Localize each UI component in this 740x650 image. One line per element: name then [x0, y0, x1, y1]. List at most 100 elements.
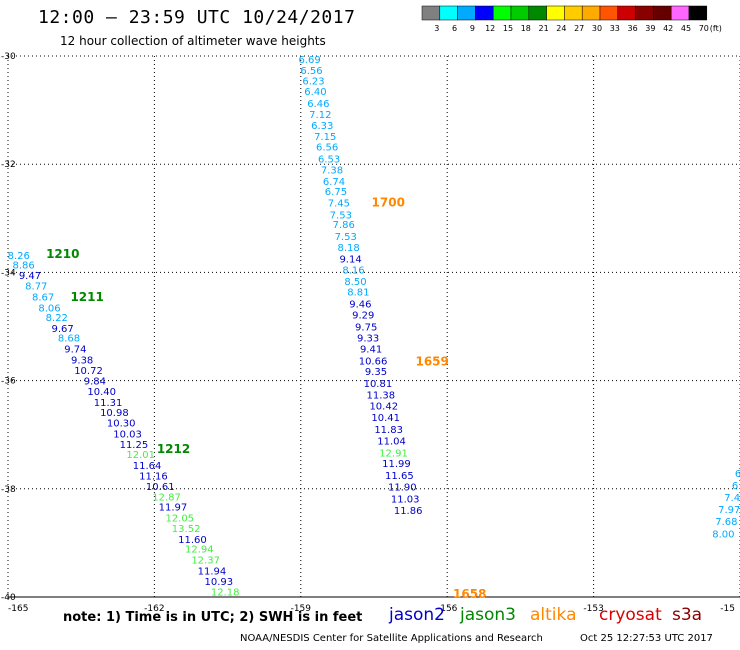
legend-jason2: jason2	[389, 605, 445, 625]
x-tick-label: -15	[720, 604, 735, 614]
colorbar-swatch	[421, 5, 441, 21]
wave-height-label-jason2: 11.99	[382, 459, 411, 470]
wave-height-label-jason3: 9.47	[19, 271, 41, 282]
wave-height-label-jason2: 11.03	[391, 494, 420, 505]
wave-height-label-jason3: 12.37	[191, 555, 220, 566]
y-tick-label: -34	[1, 268, 16, 278]
wave-height-label-jason2: 7.53	[335, 232, 357, 243]
note-text: note: 1) Time is in UTC; 2) SWH is in fe…	[63, 610, 363, 625]
wave-height-label-jason3: 9.74	[64, 344, 86, 355]
axes: -165 -162 -159 -156 -153 -15 -30 -32 -34 -36 -38 -4…	[1, 52, 740, 614]
time-label: 1659	[415, 354, 448, 368]
wave-height-label-altika: 6	[735, 469, 740, 480]
x-tick-label: -153	[583, 604, 603, 614]
y-tick-label: -32	[1, 160, 16, 170]
wave-height-label-jason2: 8.16	[342, 265, 364, 276]
colorbar-swatch	[581, 5, 601, 21]
colorbar-label: 70	[699, 24, 709, 33]
wave-height-label-jason2: 6.75	[325, 187, 347, 198]
wave-height-label-jason2: 6.74	[323, 177, 345, 188]
wave-height-label-jason3: 12.05	[165, 513, 194, 524]
colorbar-swatch	[439, 5, 458, 21]
colorbar-swatch	[670, 5, 690, 21]
wave-height-label-jason2: 9.33	[357, 334, 379, 345]
wave-height-label-jason3: 10.98	[100, 408, 129, 419]
wave-height-label-jason2: 9.14	[339, 255, 361, 266]
wave-height-label-jason3: 9.38	[71, 355, 93, 366]
wave-height-label-jason2: 9.41	[360, 344, 382, 355]
wave-height-label-jason2: 8.50	[344, 277, 366, 288]
wave-height-label-jason2: 10.42	[369, 401, 398, 412]
colorbar-label: 30	[592, 24, 602, 33]
wave-height-label-jason2: 8.81	[347, 288, 369, 299]
wave-height-label-jason2: 9.75	[355, 322, 377, 333]
colorbar-label: 27	[574, 24, 584, 33]
y-tick-label: -36	[1, 377, 16, 387]
wave-height-label-jason3: 8.68	[58, 334, 80, 345]
x-tick-label: -162	[144, 604, 164, 614]
wave-height-label-jason3: 8.77	[25, 282, 47, 293]
wave-height-label-jason2: 11.65	[385, 471, 414, 482]
wave-height-label-jason2: 9.29	[352, 310, 374, 321]
colorbar-label: 9	[470, 24, 475, 33]
footer-agency: NOAA/NESDIS Center for Satellite Applica…	[240, 633, 543, 644]
wave-height-label-jason2: 6.46	[307, 99, 329, 110]
wave-height-label-jason3: 9.84	[84, 376, 106, 387]
legend-s3a: s3a	[672, 605, 703, 625]
y-tick-label: -40	[1, 593, 16, 603]
wave-height-label-jason2: 6.33	[311, 121, 333, 132]
wave-height-label-jason2: 7.86	[333, 220, 355, 231]
colorbar-swatch	[475, 5, 494, 21]
wave-height-label-jason2: 10.81	[364, 379, 393, 390]
wave-height-label-jason3: 10.40	[87, 387, 116, 398]
wave-height-label-jason2: 6.69	[298, 55, 320, 66]
wave-height-label-jason3: 10.61	[146, 482, 175, 493]
time-label: 1700	[372, 195, 405, 209]
wave-height-label-altika: 7.68	[715, 517, 737, 528]
wave-height-label-jason2: 9.46	[349, 300, 371, 311]
legend-cryosat: cryosat	[599, 605, 662, 625]
wave-height-label-jason3: 11.16	[139, 472, 168, 483]
legend-jason3: jason3	[460, 605, 516, 625]
wave-height-label-altika: 6	[732, 481, 738, 492]
wave-height-label-jason3: 10.03	[113, 429, 142, 440]
colorbar-swatch	[510, 5, 530, 21]
wave-height-label-jason2: 6.56	[300, 66, 322, 77]
wave-height-label-jason2: 12.91	[379, 448, 408, 459]
chart-subtitle: 12 hour collection of altimeter wave hei…	[60, 34, 326, 48]
colorbar-label: 42	[663, 24, 673, 33]
colorbar-unit: (ft)	[710, 24, 722, 33]
colorbar-swatch	[617, 5, 636, 21]
wave-height-label-jason3: 11.25	[120, 440, 149, 451]
colorbar-swatch	[564, 5, 583, 21]
colorbar-label: 45	[681, 24, 691, 33]
colorbar-swatch	[653, 5, 672, 21]
wave-height-label-jason3: 12.01	[126, 450, 155, 461]
wave-height-label-jason2: 7.38	[321, 165, 343, 176]
wave-height-label-altika: 8.00	[712, 529, 734, 540]
wave-height-label-jason2: 8.18	[337, 243, 359, 254]
wave-height-label-altika: 7.97	[718, 505, 740, 516]
wave-height-label-jason3: 11.31	[94, 398, 123, 409]
time-label: 1658	[453, 587, 486, 601]
wave-height-label-jason3: 12.87	[152, 493, 181, 504]
wave-height-label-jason3: 8.67	[32, 293, 54, 304]
colorbar-swatch	[546, 5, 565, 21]
colorbar-swatch	[457, 5, 476, 21]
wave-height-label-jason3: 13.52	[172, 524, 201, 535]
wave-height-label-jason2: 6.40	[304, 87, 326, 98]
colorbar-label: 18	[521, 24, 531, 33]
wave-height-label-jason2: 11.04	[377, 436, 406, 447]
x-tick-label: -159	[291, 604, 312, 614]
colorbar-swatch	[688, 5, 708, 21]
wave-height-label-jason3: 10.30	[107, 419, 136, 430]
x-tick-label: -165	[8, 604, 28, 614]
colorbar-label: 39	[645, 24, 655, 33]
wave-height-label-jason2: 9.35	[365, 367, 387, 378]
colorbar-label: 24	[556, 24, 566, 33]
wave-height-label-jason2: 6.53	[318, 155, 340, 166]
y-tick-label: -30	[1, 52, 16, 62]
time-label: 1212	[157, 442, 190, 456]
